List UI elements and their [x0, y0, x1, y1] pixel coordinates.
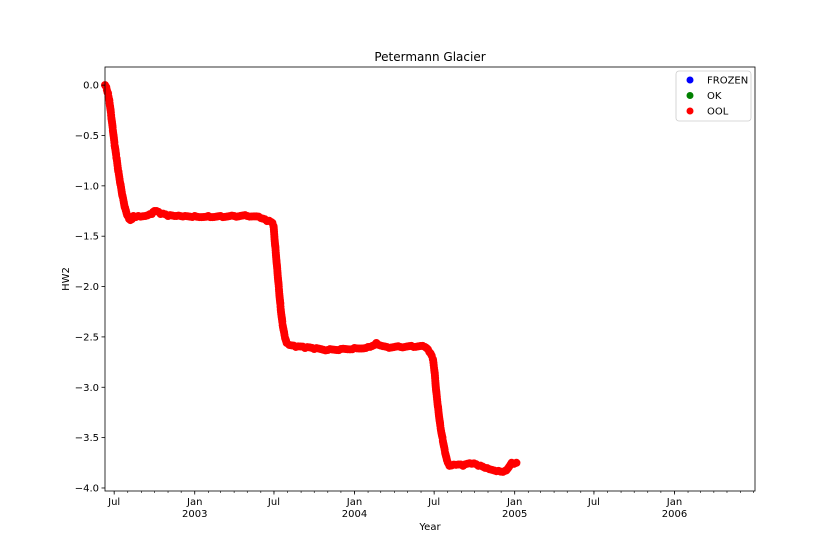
y-axis: 0.0 −0.5 −1.0 −1.5 −2.0 −2.5 −3.0 −3.5 −4.0 — [75, 81, 105, 494]
y-tick-label: −3.0 — [75, 383, 99, 394]
legend-label: OK — [707, 91, 722, 102]
plot-frame — [104, 66, 756, 492]
legend-frame — [675, 70, 752, 122]
x-tick-label: Jul — [267, 497, 280, 508]
y-tick-label: 0.0 — [83, 81, 99, 92]
legend-marker — [686, 107, 694, 115]
x-tick-label: Jan — [666, 497, 682, 508]
plot-area — [101, 81, 521, 476]
x-tick-year-label: 2005 — [502, 509, 527, 520]
y-tick-label: −2.5 — [75, 332, 99, 343]
chart-title: Petermann Glacier — [374, 50, 485, 64]
x-tick-label: Jan — [186, 497, 202, 508]
y-tick-label: −0.5 — [75, 131, 99, 142]
x-tick-label: Jul — [107, 497, 120, 508]
x-tick-label: Jan — [346, 497, 362, 508]
legend: FROZEN OK OOL — [675, 70, 752, 122]
series-ool — [101, 81, 521, 476]
legend-label: FROZEN — [707, 76, 748, 87]
y-tick-label: −2.0 — [75, 282, 99, 293]
y-tick-label: −4.0 — [75, 483, 99, 494]
legend-label: OOL — [707, 107, 729, 118]
x-tick-year-label: 2003 — [182, 509, 207, 520]
y-axis-title: HW2 — [61, 267, 72, 291]
y-tick-label: −1.5 — [75, 232, 99, 243]
x-tick-label: Jul — [427, 497, 440, 508]
legend-marker — [686, 92, 694, 99]
legend-marker — [686, 76, 694, 84]
x-tick-label: Jul — [587, 497, 600, 508]
y-tick-label: −1.0 — [75, 181, 99, 192]
x-tick-year-label: 2006 — [662, 509, 687, 520]
x-tick-year-label: 2004 — [342, 509, 367, 520]
x-axis-title: Year — [418, 522, 441, 533]
x-tick-label: Jan — [506, 497, 522, 508]
y-tick-label: −3.5 — [75, 433, 99, 444]
data-point — [512, 458, 521, 467]
